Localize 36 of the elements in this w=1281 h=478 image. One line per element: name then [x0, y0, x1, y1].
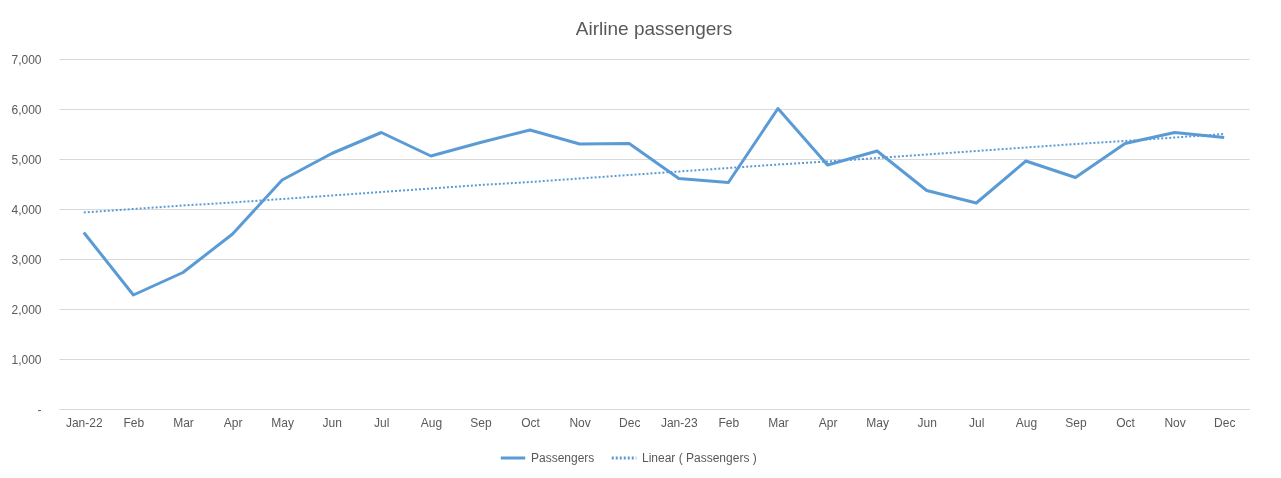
x-tick-label: Nov: [569, 415, 591, 430]
x-tick-label: Jul: [374, 415, 390, 430]
x-tick-label: Sep: [1065, 415, 1087, 430]
x-tick-label: Jan-23: [660, 415, 698, 430]
x-tick-label: Apr: [818, 415, 838, 430]
x-tick-label: Oct: [521, 415, 541, 430]
x-tick-label: Nov: [1164, 415, 1186, 430]
legend-label: Passengers: [531, 451, 595, 465]
y-tick-label: 3,000: [11, 252, 42, 267]
y-tick-label: 6,000: [11, 102, 42, 117]
x-tick-label: May: [866, 415, 889, 430]
x-tick-label: Mar: [173, 415, 194, 430]
x-tick-label: Aug: [420, 415, 443, 430]
y-tick-label: 1,000: [11, 352, 42, 367]
x-tick-label: Oct: [1116, 415, 1136, 430]
x-tick-label: Jul: [969, 415, 985, 430]
x-tick-label: Feb: [718, 415, 740, 430]
y-tick-label: 4,000: [11, 202, 42, 217]
x-tick-label: Apr: [223, 415, 243, 430]
x-tick-label: Jun: [322, 415, 342, 430]
x-tick-label: Dec: [619, 415, 641, 430]
y-tick-label: 7,000: [11, 52, 42, 67]
x-tick-label: Sep: [470, 415, 492, 430]
x-tick-label: Aug: [1015, 415, 1038, 430]
x-tick-label: Jan-22: [65, 415, 103, 430]
y-tick-label: 5,000: [11, 152, 42, 167]
x-tick-label: Feb: [123, 415, 145, 430]
x-tick-label: Jun: [917, 415, 937, 430]
y-tick-label: -: [37, 402, 42, 417]
y-tick-label: 2,000: [11, 302, 42, 317]
x-tick-label: Mar: [768, 415, 789, 430]
line-series: [82, 107, 1226, 297]
chart-title: Airline passengers: [575, 18, 733, 39]
x-tick-label: Dec: [1214, 415, 1236, 430]
legend-label: Linear ( Passengers ): [642, 451, 757, 465]
x-tick-label: May: [271, 415, 294, 430]
